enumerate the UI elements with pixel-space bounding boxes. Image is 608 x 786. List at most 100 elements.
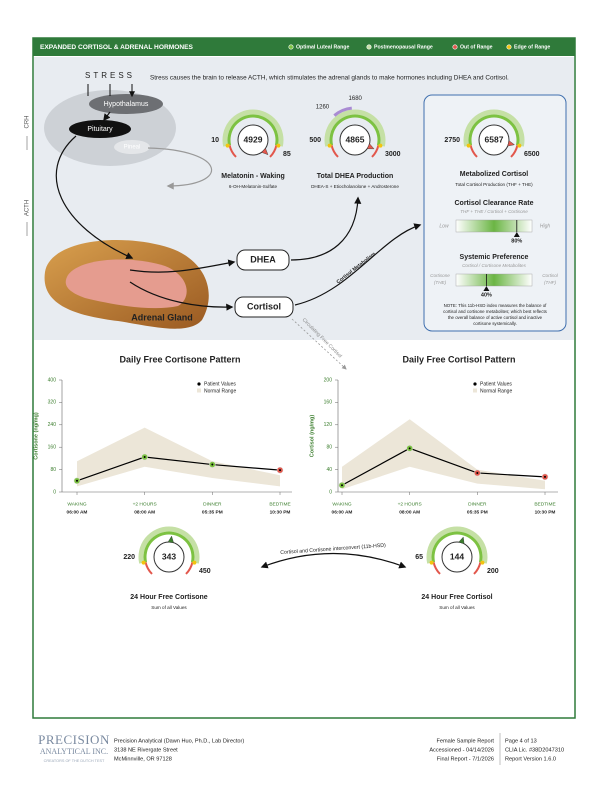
- x-time-label: 10:30 PM: [270, 509, 291, 515]
- gauge-title: 24 Hour Free Cortisone: [130, 594, 208, 601]
- y-axis-label: Cortisone (ng/mg): [33, 412, 39, 460]
- footer-address: 3138 NE Rivergate Street: [114, 747, 178, 753]
- logo-text: PRECISION: [38, 732, 110, 747]
- y-tick-label: 400: [48, 377, 57, 383]
- footer-address: Precision Analytical (Dawn Huo, Ph.D., L…: [114, 738, 244, 744]
- patient-point-core: [279, 469, 281, 472]
- pineal-shape: [114, 140, 150, 154]
- gauge-low: 65: [415, 554, 423, 561]
- gauge-high: 200: [487, 568, 499, 575]
- gauge-value: 4865: [346, 134, 365, 144]
- legend-label: Normal Range: [480, 388, 512, 394]
- y-tick-label: 200: [324, 377, 333, 383]
- legend-label: Normal Range: [204, 388, 236, 394]
- gauge-band: [143, 531, 195, 563]
- y-tick-label: 320: [48, 400, 57, 406]
- x-time-label: 06:00 AM: [332, 509, 353, 515]
- gauge-band: [463, 109, 525, 147]
- gauge-value: 144: [450, 551, 464, 561]
- x-time-label: 05:35 PM: [467, 509, 488, 515]
- chart-title: Daily Free Cortisol Pattern: [402, 354, 515, 364]
- gauge-low: 10: [211, 137, 219, 144]
- edge-star: [141, 560, 146, 565]
- edge-star: [327, 143, 332, 148]
- gauge-subtitle: Sum of all Values: [151, 605, 187, 610]
- clearance-right: High: [540, 223, 551, 229]
- dhea-box: [236, 249, 290, 271]
- stress-label: STRESS: [85, 71, 135, 80]
- legend-dot: [197, 382, 201, 386]
- acth-label: ACTH: [25, 200, 31, 216]
- footer-report: Final Report - 7/1/2026: [437, 756, 494, 762]
- stress-arrows: [87, 84, 132, 96]
- gauge-band: [222, 109, 284, 147]
- gauge-pointer: [458, 536, 465, 545]
- gauge-band: [431, 531, 483, 563]
- gauge-low: 2750: [444, 137, 460, 144]
- x-tick-label: +2 HOURS: [133, 501, 157, 507]
- legend-dot: [473, 382, 477, 386]
- logo-text: ANALYTICAL INC.: [40, 747, 108, 756]
- gauge-pointer: [366, 143, 375, 150]
- legend-swatch: [197, 388, 201, 393]
- patient-line: [76, 456, 281, 482]
- clearance-label: 80%: [511, 238, 522, 244]
- note-text: NOTE: This 11b-HSD index measures the ba…: [444, 303, 548, 308]
- gauge-center: [339, 124, 371, 156]
- crh-label: CRH: [25, 116, 31, 129]
- preference-subtitle: Cortisol / Cortisone Metabolites: [462, 263, 527, 268]
- gauge-center: [237, 124, 269, 156]
- preference-right: Cortisol: [542, 273, 559, 278]
- preference-right: (THF): [544, 280, 556, 285]
- clearance-marker: [513, 232, 520, 237]
- edge-star: [225, 143, 230, 148]
- metabolism-box: [423, 94, 567, 332]
- normal-range: [342, 419, 545, 490]
- y-tick-label: 40: [326, 467, 332, 473]
- x-time-label: 08:00 AM: [399, 509, 420, 515]
- pineal-arrow: [147, 147, 212, 190]
- patient-point-core: [544, 475, 546, 478]
- gauge-title: Metabolized Cortisol: [460, 171, 529, 178]
- legend-label: Patient Values: [204, 381, 236, 387]
- y-tick-label: 80: [50, 467, 56, 473]
- legend-dot: [288, 44, 294, 50]
- adrenal-label: Adrenal Gland: [131, 312, 193, 322]
- gauge-pointer: [167, 535, 174, 543]
- normal-range: [77, 427, 280, 487]
- footer-report: Female Sample Report: [436, 738, 494, 744]
- note-text: the overall balance of active cortisol a…: [448, 315, 543, 320]
- header-title: EXPANDED CORTISOL & ADRENAL HORMONES: [40, 44, 193, 51]
- patient-line: [341, 447, 546, 486]
- legend-dot: [366, 44, 372, 50]
- y-tick-label: 160: [324, 400, 333, 406]
- gauge-center: [478, 124, 510, 156]
- gauge-out: [330, 144, 339, 158]
- x-time-label: 05:35 PM: [202, 509, 223, 515]
- gauge-out: [269, 144, 278, 158]
- preference-title: Systemic Preference: [460, 254, 529, 261]
- gauge-high: 450: [199, 568, 211, 575]
- footer-page: CLIA Lic. #38D2047310: [505, 747, 564, 753]
- preference-label: 40%: [481, 292, 492, 298]
- hypothalamus-shape: [89, 94, 163, 114]
- y-tick-label: 160: [48, 445, 57, 451]
- gauge-pointer: [507, 140, 515, 147]
- gauge-band: [227, 114, 279, 146]
- footer-page: Page 4 of 13: [505, 738, 537, 744]
- logo-tagline: CREATORS OF THE DUTCH TEST: [44, 759, 105, 763]
- arrows: [55, 111, 422, 569]
- gauge-alt-band: [333, 106, 353, 117]
- gauge-subtitle: Sum of all Values: [439, 605, 475, 610]
- cortisol-box: [234, 296, 294, 318]
- footer-report: Accessioned - 04/14/2026: [429, 747, 494, 753]
- patient-point-core: [408, 447, 411, 450]
- gauge-out: [185, 561, 194, 575]
- legend-label: Patient Values: [480, 381, 512, 387]
- gauge-value: 4929: [244, 134, 263, 144]
- legend-label: Out of Range: [460, 44, 493, 50]
- patient-point-core: [143, 456, 146, 458]
- x-tick-label: +2 HOURS: [398, 501, 422, 507]
- patient-point-core: [476, 471, 479, 474]
